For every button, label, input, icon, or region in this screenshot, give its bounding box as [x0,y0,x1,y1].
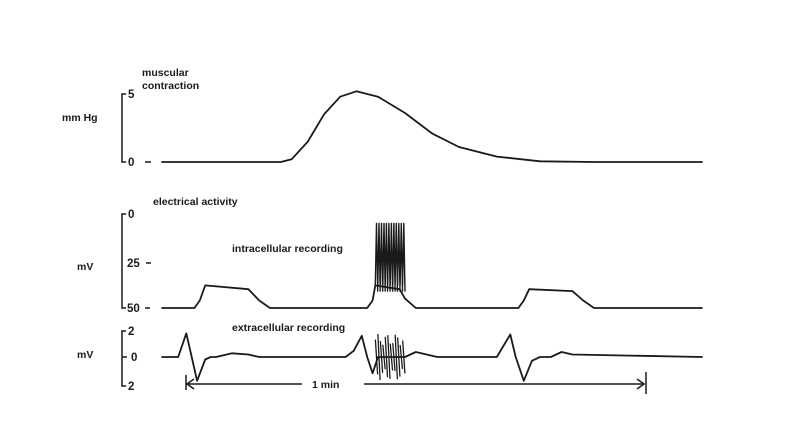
time-scale-arrow-left [185,378,195,390]
intracellular-ytick-25: 25 [127,258,140,270]
extracellular-ytick-pos: 2 [128,326,134,338]
time-scale-bar: 1 min [185,372,647,394]
intracellular-ylabel: mV [77,261,93,273]
contraction-title-line2: contraction [142,80,199,92]
extracellular-ylabel: mV [77,349,93,361]
intracellular-spike-burst [374,222,406,292]
intracellular-panel: electrical activity intracellular record… [77,196,703,315]
extracellular-ytick-neg: 2 [128,381,134,393]
extracellular-spike-burst [374,333,406,381]
contraction-ytick-top: 5 [128,89,135,101]
intracellular-ytick-0: 0 [128,209,134,221]
intracellular-title: electrical activity [153,196,238,208]
extracellular-trace [161,332,703,382]
intracellular-trace [161,284,703,309]
intracellular-y-axis [121,213,126,309]
intracellular-ytick-50: 50 [127,303,140,315]
contraction-title-line1: muscular [142,67,189,79]
intracellular-annotation: intracellular recording [232,243,343,255]
contraction-trace [161,90,703,163]
extracellular-annotation: extracellular recording [232,322,345,334]
time-scale-arrow-right [636,378,646,390]
time-scale-label: 1 min [312,379,339,391]
extracellular-ytick-zero: 0 [131,352,137,364]
contraction-ylabel: mm Hg [62,112,98,124]
contraction-ytick-bottom: 0 [128,157,134,169]
contraction-y-axis [121,93,126,163]
extracellular-y-axis [121,330,126,387]
extracellular-panel: extracellular recording mV 2 0 2 [77,322,703,393]
contraction-panel: muscular contraction mm Hg 5 0 [62,67,703,169]
